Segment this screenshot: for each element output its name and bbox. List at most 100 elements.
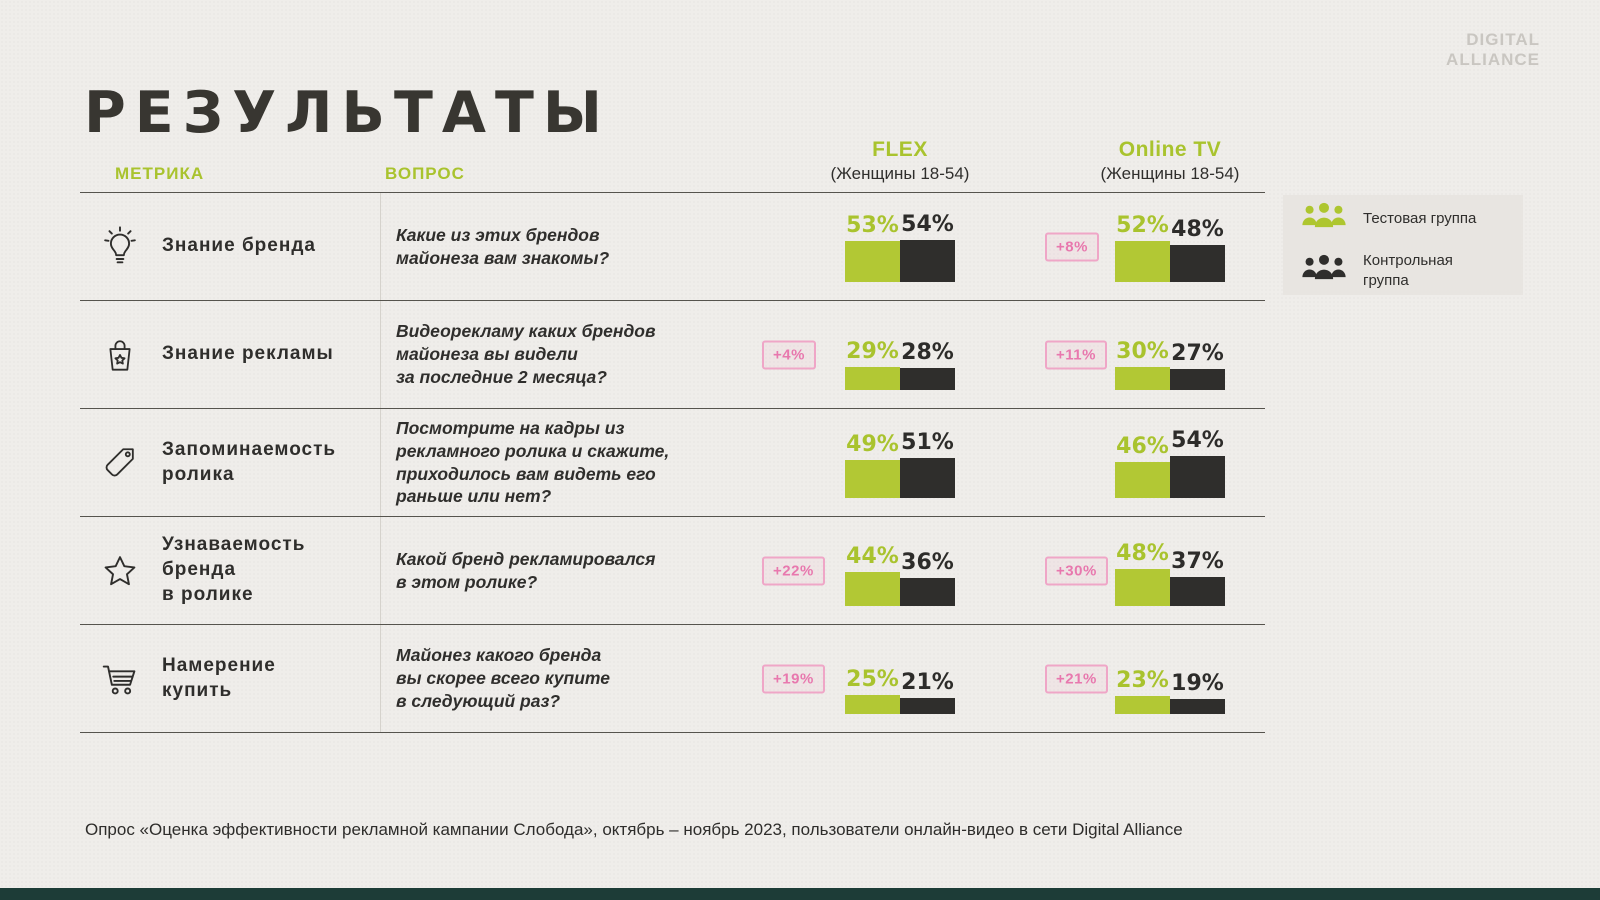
control-bar-group: 54% <box>1170 428 1225 498</box>
control-bar <box>900 697 955 714</box>
control-bar <box>900 577 955 606</box>
measure-cell-flex: +22% 44% 36% <box>740 517 1000 624</box>
control-bar <box>1170 368 1225 390</box>
table-header: МЕТРИКА ВОПРОС FLEX (Женщины 18-54) Onli… <box>80 138 1265 192</box>
header-flex: FLEX (Женщины 18-54) <box>740 138 1000 184</box>
question-cell: Какие из этих брендов майонеза вам знако… <box>380 193 740 300</box>
test-value: 30% <box>1116 338 1169 364</box>
header-metric: МЕТРИКА <box>115 164 205 183</box>
legend-label: Контрольная группа <box>1363 252 1453 289</box>
test-bar <box>845 367 900 390</box>
digital-alliance-logo: DIGITAL ALLIANCE <box>1446 30 1540 69</box>
table-row: Знание бренда Какие из этих брендов майон… <box>80 192 1265 300</box>
logo-line-2: ALLIANCE <box>1446 49 1540 69</box>
people-group-icon <box>1299 200 1349 238</box>
measure-cell-online-tv: +11% 30% 27% <box>1000 301 1265 408</box>
test-value: 46% <box>1116 434 1169 460</box>
measure-cell-flex: 53% 54% <box>740 193 1000 300</box>
page-title: РЕЗУЛЬТАТЫ <box>84 80 611 147</box>
mini-bar-chart-flex: 49% 51% <box>845 430 955 498</box>
test-bar <box>1115 568 1170 606</box>
table-row: Запоминаемость ролика Посмотрите на кадры… <box>80 408 1265 516</box>
test-value: 49% <box>846 431 899 457</box>
control-bar <box>1170 455 1225 498</box>
control-value: 54% <box>1171 427 1224 453</box>
test-bar-group: 49% <box>845 432 900 498</box>
lightbulb-icon <box>94 221 146 273</box>
test-bar <box>845 694 900 714</box>
header-flex-name: FLEX <box>872 138 928 161</box>
metric-cell: Запоминаемость ролика <box>80 409 380 516</box>
question-cell: Посмотрите на кадры из рекламного ролика… <box>380 409 740 516</box>
measure-cell-flex: 49% 51% <box>740 409 1000 516</box>
control-value: 54% <box>901 211 954 237</box>
test-value: 25% <box>846 666 899 692</box>
metric-cell: Намерение купить <box>80 625 380 732</box>
control-bar <box>900 239 955 282</box>
measure-cell-flex: +4% 29% 28% <box>740 301 1000 408</box>
metric-label: Узнаваемость бренда в ролике <box>162 534 306 605</box>
control-bar-group: 27% <box>1170 341 1225 390</box>
bottom-strip <box>0 888 1600 900</box>
metric-cell: Узнаваемость бренда в ролике <box>80 517 380 624</box>
uplift-badge-online-tv: +21% <box>1045 664 1108 693</box>
measure-cell-online-tv: +8% 52% 48% <box>1000 193 1265 300</box>
test-bar <box>1115 366 1170 390</box>
uplift-badge-flex: +4% <box>762 340 816 369</box>
uplift-badge-flex: +22% <box>762 556 825 585</box>
legend-label: Тестовая группа <box>1363 210 1477 228</box>
star-icon <box>94 545 146 597</box>
control-value: 27% <box>1171 340 1224 366</box>
mini-bar-chart-online-tv: 30% 27% <box>1115 339 1225 390</box>
metric-label: Намерение купить <box>162 654 276 701</box>
control-bar-group: 54% <box>900 212 955 282</box>
metric-label: Знание бренда <box>162 235 316 257</box>
question-cell: Видеорекламу каких брендов майонеза вы в… <box>380 301 740 408</box>
cart-icon <box>94 653 146 705</box>
measure-cell-online-tv: +30% 48% 37% <box>1000 517 1265 624</box>
test-bar-group: 25% <box>845 666 900 714</box>
metric-cell: Знание рекламы <box>80 301 380 408</box>
test-value: 48% <box>1116 540 1169 566</box>
header-question: ВОПРОС <box>385 164 465 183</box>
test-bar <box>845 459 900 498</box>
test-bar-group: 23% <box>1115 668 1170 714</box>
test-bar-group: 46% <box>1115 434 1170 498</box>
control-bar-group: 21% <box>900 670 955 714</box>
measure-cell-online-tv: +21% 23% 19% <box>1000 625 1265 732</box>
test-bar <box>1115 696 1170 714</box>
legend-item: Контрольная группа <box>1299 251 1507 290</box>
header-online-tv: Online TV (Женщины 18-54) <box>1000 138 1265 184</box>
metric-label: Запоминаемость ролика <box>162 438 337 485</box>
results-table-body: Знание бренда Какие из этих брендов майон… <box>80 192 1265 733</box>
test-bar-group: 48% <box>1115 541 1170 606</box>
control-bar <box>1170 699 1225 714</box>
header-online-tv-name: Online TV <box>1118 138 1222 161</box>
control-bar <box>1170 577 1225 606</box>
metric-label: Знание рекламы <box>162 343 334 365</box>
control-bar <box>1170 244 1225 282</box>
test-value: 53% <box>846 212 899 238</box>
control-bar <box>900 368 955 390</box>
control-value: 37% <box>1171 549 1224 575</box>
control-value: 28% <box>901 340 954 366</box>
test-bar <box>1115 241 1170 282</box>
question-cell: Майонез какого бренда вы скорее всего ку… <box>380 625 740 732</box>
test-bar-group: 53% <box>845 213 900 282</box>
test-bar-group: 44% <box>845 544 900 606</box>
test-bar-group: 52% <box>1115 213 1170 282</box>
mini-bar-chart-online-tv: 48% 37% <box>1115 541 1225 606</box>
mini-bar-chart-online-tv: 52% 48% <box>1115 213 1225 282</box>
control-bar-group: 19% <box>1170 671 1225 714</box>
test-value: 52% <box>1116 213 1169 239</box>
mini-bar-chart-online-tv: 46% 54% <box>1115 428 1225 498</box>
logo-line-1: DIGITAL <box>1466 30 1540 49</box>
test-value: 44% <box>846 543 899 569</box>
test-bar-group: 30% <box>1115 339 1170 390</box>
uplift-badge-online-tv: +11% <box>1045 340 1107 369</box>
uplift-badge-flex: +19% <box>762 664 825 693</box>
control-bar-group: 51% <box>900 430 955 498</box>
shopping-bag-icon <box>94 329 146 381</box>
uplift-badge-online-tv: +30% <box>1045 556 1108 585</box>
table-row: Узнаваемость бренда в ролике Какой бренд … <box>80 516 1265 624</box>
